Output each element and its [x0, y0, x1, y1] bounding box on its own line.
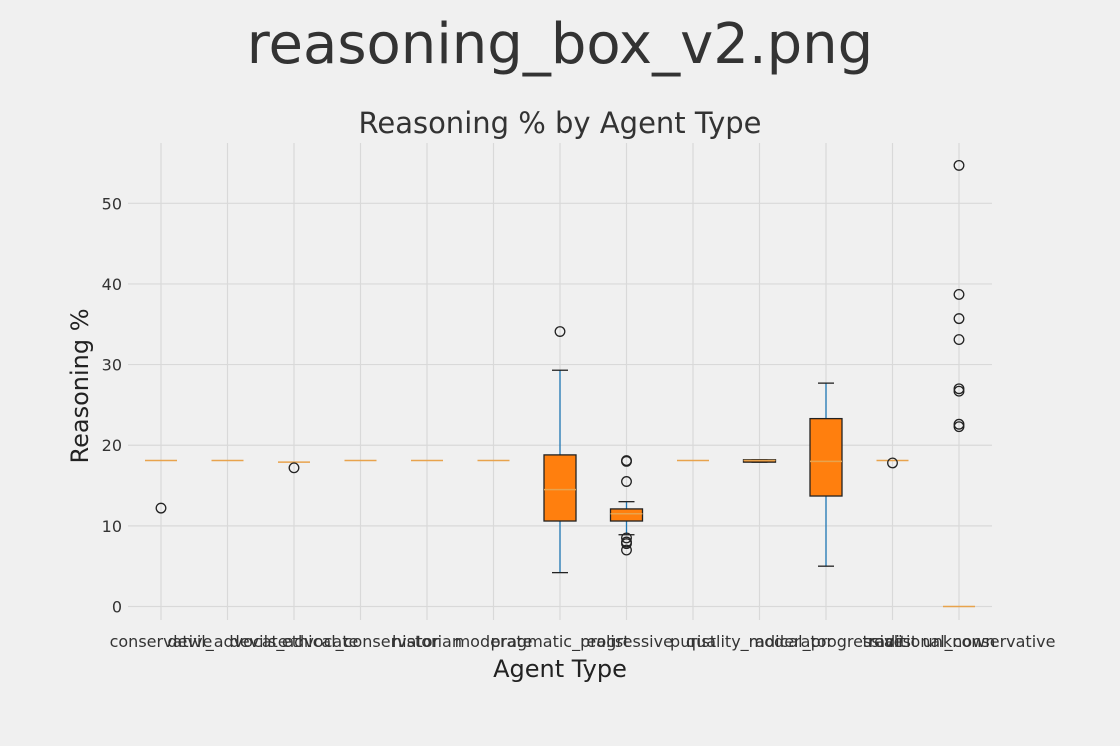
outlier-point [953, 288, 965, 300]
x-tick-label: devils_advocate [230, 632, 359, 652]
outlier-point [953, 159, 965, 171]
x-tick-label: devil_advocate [167, 632, 287, 652]
outlier-point [621, 538, 632, 550]
y-tick-label: 20 [102, 436, 122, 455]
y-tick-label: 40 [102, 275, 122, 294]
x-axis-ticks: conservativedevil_advocatedevils_advocat… [110, 632, 1056, 652]
box-conservative [145, 459, 177, 514]
x-axis-label: Agent Type [493, 655, 627, 683]
outlier-point [621, 476, 632, 487]
outlier-point [554, 326, 566, 337]
outlier-point [887, 457, 898, 469]
outlier-point [953, 313, 965, 325]
outlier-point [621, 544, 632, 556]
x-tick-label: traditional_conservative [863, 632, 1056, 652]
x-tick-label: quality_moderator [686, 632, 834, 652]
box-pragmatic_realist [543, 326, 577, 574]
y-tick-label: 30 [102, 356, 122, 375]
x-tick-label: moderate [455, 632, 533, 651]
x-tick-label: conservative [110, 632, 213, 651]
figure-title: reasoning_box_v2.png [246, 12, 874, 77]
x-tick-label: unknown [923, 632, 996, 651]
box-progressive [609, 455, 644, 556]
box-quality_moderator [742, 459, 777, 463]
y-axis-label: Reasoning % [66, 308, 94, 463]
outlier-point [953, 421, 965, 433]
box-body [543, 454, 577, 522]
box-realist [876, 457, 909, 469]
outlier-point [953, 385, 965, 397]
box-devils_advocate [278, 461, 310, 474]
x-tick-label: progressive [580, 632, 673, 651]
y-tick-label: 50 [102, 194, 122, 213]
box-body [809, 417, 843, 497]
box-traditional_conservative [943, 159, 975, 608]
outlier-point [155, 502, 167, 514]
box-radical_progressive [809, 382, 843, 567]
chart-title: Reasoning % by Agent Type [359, 106, 762, 140]
x-tick-label: purist [670, 632, 716, 651]
x-tick-label: pragmatic_realist [491, 632, 630, 652]
x-tick-label: historian [392, 632, 462, 651]
y-tick-label: 0 [112, 598, 122, 617]
x-tick-label: realist [868, 632, 917, 651]
outlier-point [953, 334, 965, 346]
x-tick-label: ethical_conservator [282, 632, 440, 652]
x-tick-label: radical_progressive [749, 632, 904, 652]
y-axis-ticks: 0 10 20 30 40 50 [102, 194, 122, 616]
box-body [609, 508, 644, 522]
boxes [145, 159, 975, 608]
y-tick-label: 10 [102, 517, 122, 536]
outlier-point [621, 455, 632, 467]
outlier-point [288, 462, 300, 474]
outlier-point [621, 532, 632, 544]
